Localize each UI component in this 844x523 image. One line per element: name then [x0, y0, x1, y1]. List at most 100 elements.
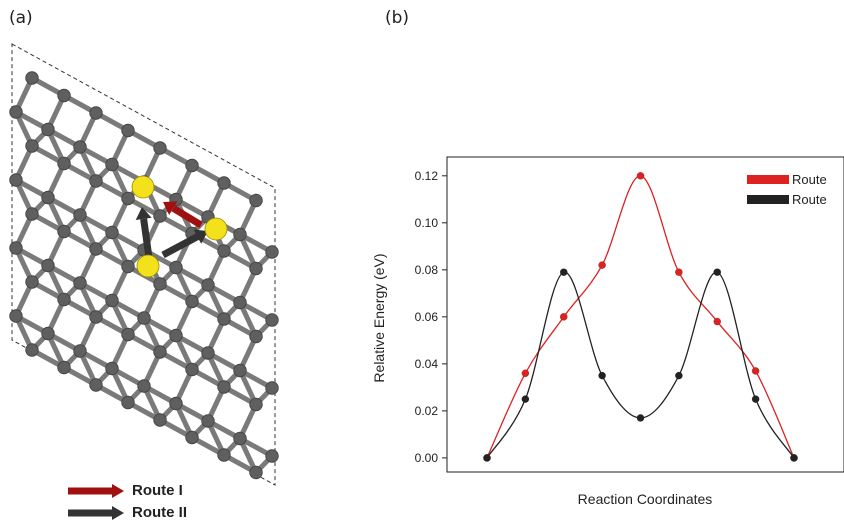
carbon-atom	[137, 379, 151, 393]
y-tick-label: 0.10	[415, 216, 439, 230]
carbon-atom	[249, 261, 263, 276]
carbon-atom	[57, 88, 71, 103]
y-tick-label: 0.06	[415, 310, 439, 324]
carbon-atom	[201, 278, 215, 292]
y-tick-label: 0.00	[415, 451, 439, 465]
carbon-atom	[25, 139, 39, 153]
legend-label-2: Route	[792, 192, 827, 207]
carbon-atom	[169, 396, 183, 411]
series-line-2	[486, 271, 795, 459]
route-i-arrow	[171, 205, 203, 228]
carbon-atom	[9, 105, 23, 119]
legend: Route Route	[747, 172, 827, 207]
carbon-atom	[89, 310, 103, 324]
y-tick-label: 0.12	[415, 169, 439, 183]
route-i-arrow-icon	[68, 483, 124, 498]
carbon-atom	[121, 191, 135, 206]
carbon-atom	[57, 156, 71, 171]
y-tick-label: 0.08	[415, 263, 439, 277]
carbon-atom	[121, 327, 135, 342]
carbon-atom	[185, 294, 199, 309]
carbon-atom	[233, 431, 247, 446]
data-point-series-2	[713, 268, 722, 277]
carbon-atom	[57, 224, 71, 239]
data-point-series-2	[521, 395, 530, 403]
data-point-series-1	[636, 171, 645, 180]
data-point-series-1	[521, 369, 530, 378]
carbon-atom	[9, 241, 23, 255]
carbon-atom	[249, 465, 263, 480]
carbon-atom	[9, 173, 23, 187]
carbon-atom	[185, 158, 199, 173]
y-ticks: 0.00 0.02 0.04 0.06 0.08 0.10 0.12	[415, 169, 447, 465]
data-point-series-1	[713, 317, 722, 326]
carbon-atom	[121, 395, 135, 410]
carbon-atom	[105, 293, 119, 308]
carbon-atom	[105, 361, 119, 376]
adatoms	[131, 175, 228, 278]
carbon-atom	[201, 346, 215, 360]
carbon-atom	[121, 259, 135, 274]
data-point-series-2	[483, 454, 491, 462]
data-point-series-2	[636, 414, 645, 422]
data-point-series-2	[790, 454, 798, 462]
carbon-atom	[9, 309, 23, 323]
y-tick-label: 0.02	[415, 404, 439, 418]
carbon-atom	[217, 176, 231, 190]
carbon-atom	[217, 380, 231, 394]
carbon-atom	[41, 258, 55, 273]
carbon-atom	[137, 311, 151, 325]
carbon-atom	[153, 141, 167, 155]
carbon-atom	[265, 449, 279, 463]
carbon-atom	[105, 225, 119, 240]
carbon-atom	[217, 312, 231, 326]
route-ii-arrow-b	[161, 233, 200, 259]
legend-swatch-2	[747, 195, 789, 204]
carbon-atom	[153, 413, 167, 427]
data-point-series-2	[598, 371, 606, 380]
carbon-atom	[249, 397, 263, 412]
data-point-series-2	[751, 395, 760, 403]
unit-cell-outline	[11, 43, 276, 486]
carbon-atom	[89, 174, 103, 188]
carbon-atom	[89, 242, 103, 256]
carbon-atom	[185, 362, 199, 377]
carbon-atom	[185, 430, 199, 445]
carbon-atom	[169, 260, 183, 275]
y-tick-label: 0.04	[415, 357, 439, 371]
route-i-label: Route I	[132, 482, 183, 499]
panel-a-label: (a)	[9, 8, 33, 28]
carbon-atom	[265, 313, 279, 327]
data-point-series-1	[559, 313, 568, 321]
carbon-atom	[73, 208, 87, 222]
carbon-atom	[169, 328, 183, 343]
carbon-atom	[25, 71, 39, 85]
y-axis-label: Relative Energy (eV)	[371, 253, 387, 382]
carbon-atom	[249, 329, 263, 344]
data-point-series-2	[559, 268, 568, 277]
carbon-atom	[73, 140, 87, 154]
adatom	[136, 254, 160, 278]
route-ii-arrow-a-head	[135, 207, 152, 220]
carbon-atom	[73, 276, 87, 290]
carbon-atom	[201, 414, 215, 428]
route-ii-arrow-icon	[68, 505, 124, 520]
route-ii-label: Route II	[132, 504, 187, 521]
carbon-atom	[57, 292, 71, 307]
route-legend-1: Route I	[68, 482, 183, 499]
carbon-atom	[233, 295, 247, 310]
carbon-atom	[265, 381, 279, 395]
carbon-atom	[57, 360, 71, 375]
panel-b-label: (b)	[385, 8, 410, 28]
legend-label-1: Route	[792, 172, 827, 187]
carbon-atom	[41, 122, 55, 137]
carbon-atom	[89, 106, 103, 120]
adatom	[131, 175, 155, 199]
data-point-series-1	[751, 367, 760, 375]
carbon-atom	[233, 227, 247, 242]
data-point-series-1	[598, 261, 606, 269]
carbon-atom	[105, 157, 119, 172]
carbon-atom	[121, 123, 135, 138]
carbon-atom	[233, 363, 247, 378]
route-i-arrow-head	[163, 201, 178, 216]
